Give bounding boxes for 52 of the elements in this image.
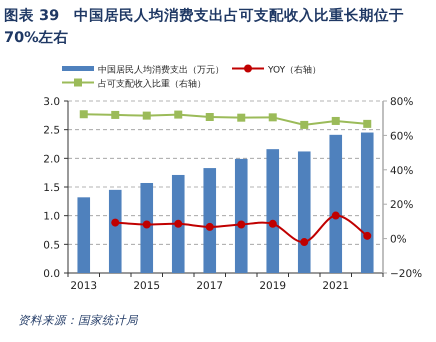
bar <box>360 132 374 273</box>
point <box>268 113 277 122</box>
x-tick-label: 2017 <box>196 280 224 292</box>
point <box>363 120 372 128</box>
y-tick-label: 1.5 <box>43 182 60 194</box>
legend-label: 占可支配收入比重（右轴） <box>98 78 206 90</box>
legend-label: 中国居民人均消费支出（万元） <box>98 64 224 76</box>
bar <box>266 149 280 273</box>
y-tick-label: 2.0 <box>43 153 60 166</box>
bar <box>329 134 342 273</box>
y-tick-label: 1.0 <box>43 210 60 223</box>
x-tick-label: 2019 <box>259 280 286 292</box>
point <box>111 110 120 119</box>
legend-label: YOY（右轴） <box>267 64 322 76</box>
point <box>300 120 308 129</box>
y-tick-label: 0.5 <box>43 239 60 252</box>
point <box>142 220 151 228</box>
point <box>363 232 372 240</box>
point <box>206 222 214 231</box>
y2-tick-label: 80% <box>390 96 414 108</box>
y2-tick-label: 0% <box>390 234 407 246</box>
x-tick-label: 2021 <box>322 280 350 292</box>
y-tick-label: 0.0 <box>43 268 60 280</box>
bar <box>172 174 185 273</box>
text: 资料来源：国家统计局 <box>18 313 139 327</box>
bar <box>234 158 248 273</box>
point <box>237 220 246 228</box>
bar <box>77 197 90 273</box>
y2-tick-label: 60% <box>390 130 414 142</box>
y2-tick-label: 20% <box>390 199 414 212</box>
bar <box>108 190 122 273</box>
bar <box>203 168 216 273</box>
x-tick-label: 2015 <box>133 280 160 292</box>
point <box>111 218 120 227</box>
y-tick-label: 2.5 <box>43 124 60 137</box>
y2-tick-label: −20% <box>390 268 422 280</box>
point <box>142 112 151 120</box>
point <box>174 110 182 119</box>
point <box>300 238 308 246</box>
point <box>174 220 182 228</box>
x-tick-label: 2013 <box>70 280 98 292</box>
point <box>268 220 277 228</box>
point <box>332 212 340 220</box>
y-tick-label: 3.0 <box>43 96 60 108</box>
point <box>206 112 214 121</box>
y2-tick-label: 40% <box>390 164 414 177</box>
chart-title: 图表 39 中国居民人均消费支出占可支配收入比重长期位于 70%左右 <box>4 7 410 46</box>
point <box>332 116 340 125</box>
bar <box>140 182 154 273</box>
point <box>237 114 246 122</box>
point <box>80 110 88 118</box>
bar <box>298 151 311 273</box>
